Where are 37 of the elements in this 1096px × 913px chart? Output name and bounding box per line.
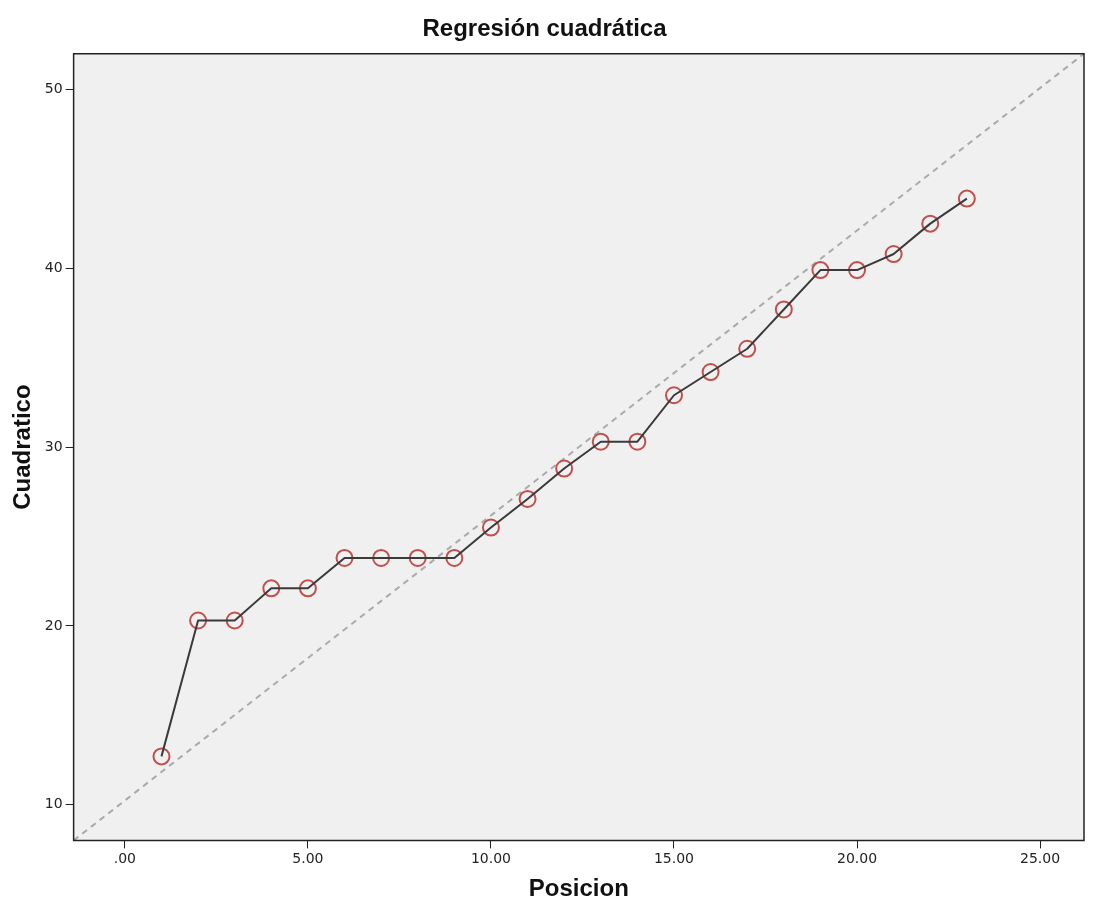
point [738, 339, 757, 358]
point [335, 548, 354, 567]
chart-title: Regresión cuadrática [422, 14, 668, 42]
point [298, 579, 317, 598]
y-tick-label: 40 [44, 258, 63, 275]
point [591, 432, 610, 451]
point [481, 518, 500, 537]
y-axis-title: Cuadratico [8, 384, 36, 510]
point [884, 245, 903, 264]
point [152, 747, 171, 766]
point [408, 548, 427, 567]
y-tick-label: 30 [44, 437, 63, 454]
x-tick-label: 20.00 [836, 850, 878, 867]
point [701, 363, 720, 382]
point [225, 611, 244, 630]
point [445, 548, 464, 567]
x-tick-label: .00 [113, 850, 136, 867]
x-axis-title: Posicion [528, 874, 629, 902]
y-tick-label: 20 [44, 616, 63, 633]
point [921, 214, 940, 233]
x-tick-label: 5.00 [292, 850, 324, 867]
point [811, 261, 830, 280]
point [957, 189, 976, 208]
x-tick-label: 25.00 [1020, 850, 1061, 867]
point [262, 579, 281, 598]
point [848, 261, 867, 280]
point [664, 386, 683, 405]
y-tick-label: 10 [44, 795, 63, 812]
point [774, 300, 793, 319]
x-tick-label: 15.00 [653, 850, 695, 867]
x-tick-label: 10.00 [470, 850, 511, 867]
point [372, 548, 391, 567]
point [189, 611, 208, 630]
point [628, 432, 647, 451]
point [555, 459, 574, 478]
y-tick-label: 50 [44, 80, 63, 97]
point [518, 489, 537, 508]
